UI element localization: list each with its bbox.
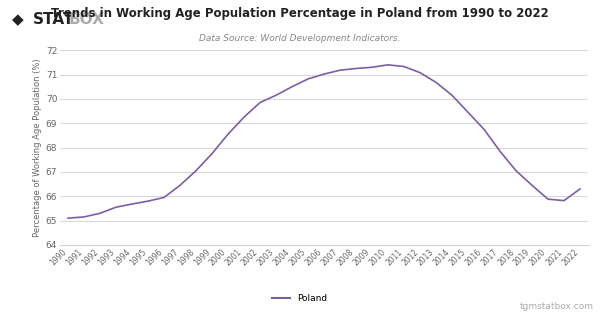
Text: BOX: BOX <box>69 12 105 27</box>
Legend: Poland: Poland <box>269 290 331 306</box>
Y-axis label: Percentage of Working Age Population (%): Percentage of Working Age Population (%) <box>32 58 41 237</box>
Text: Trends in Working Age Population Percentage in Poland from 1990 to 2022: Trends in Working Age Population Percent… <box>51 7 549 20</box>
Text: STAT: STAT <box>33 12 74 27</box>
Text: tgmstatbox.com: tgmstatbox.com <box>520 302 594 311</box>
Text: ◆: ◆ <box>12 12 24 27</box>
Text: Data Source: World Development Indicators.: Data Source: World Development Indicator… <box>199 34 401 43</box>
